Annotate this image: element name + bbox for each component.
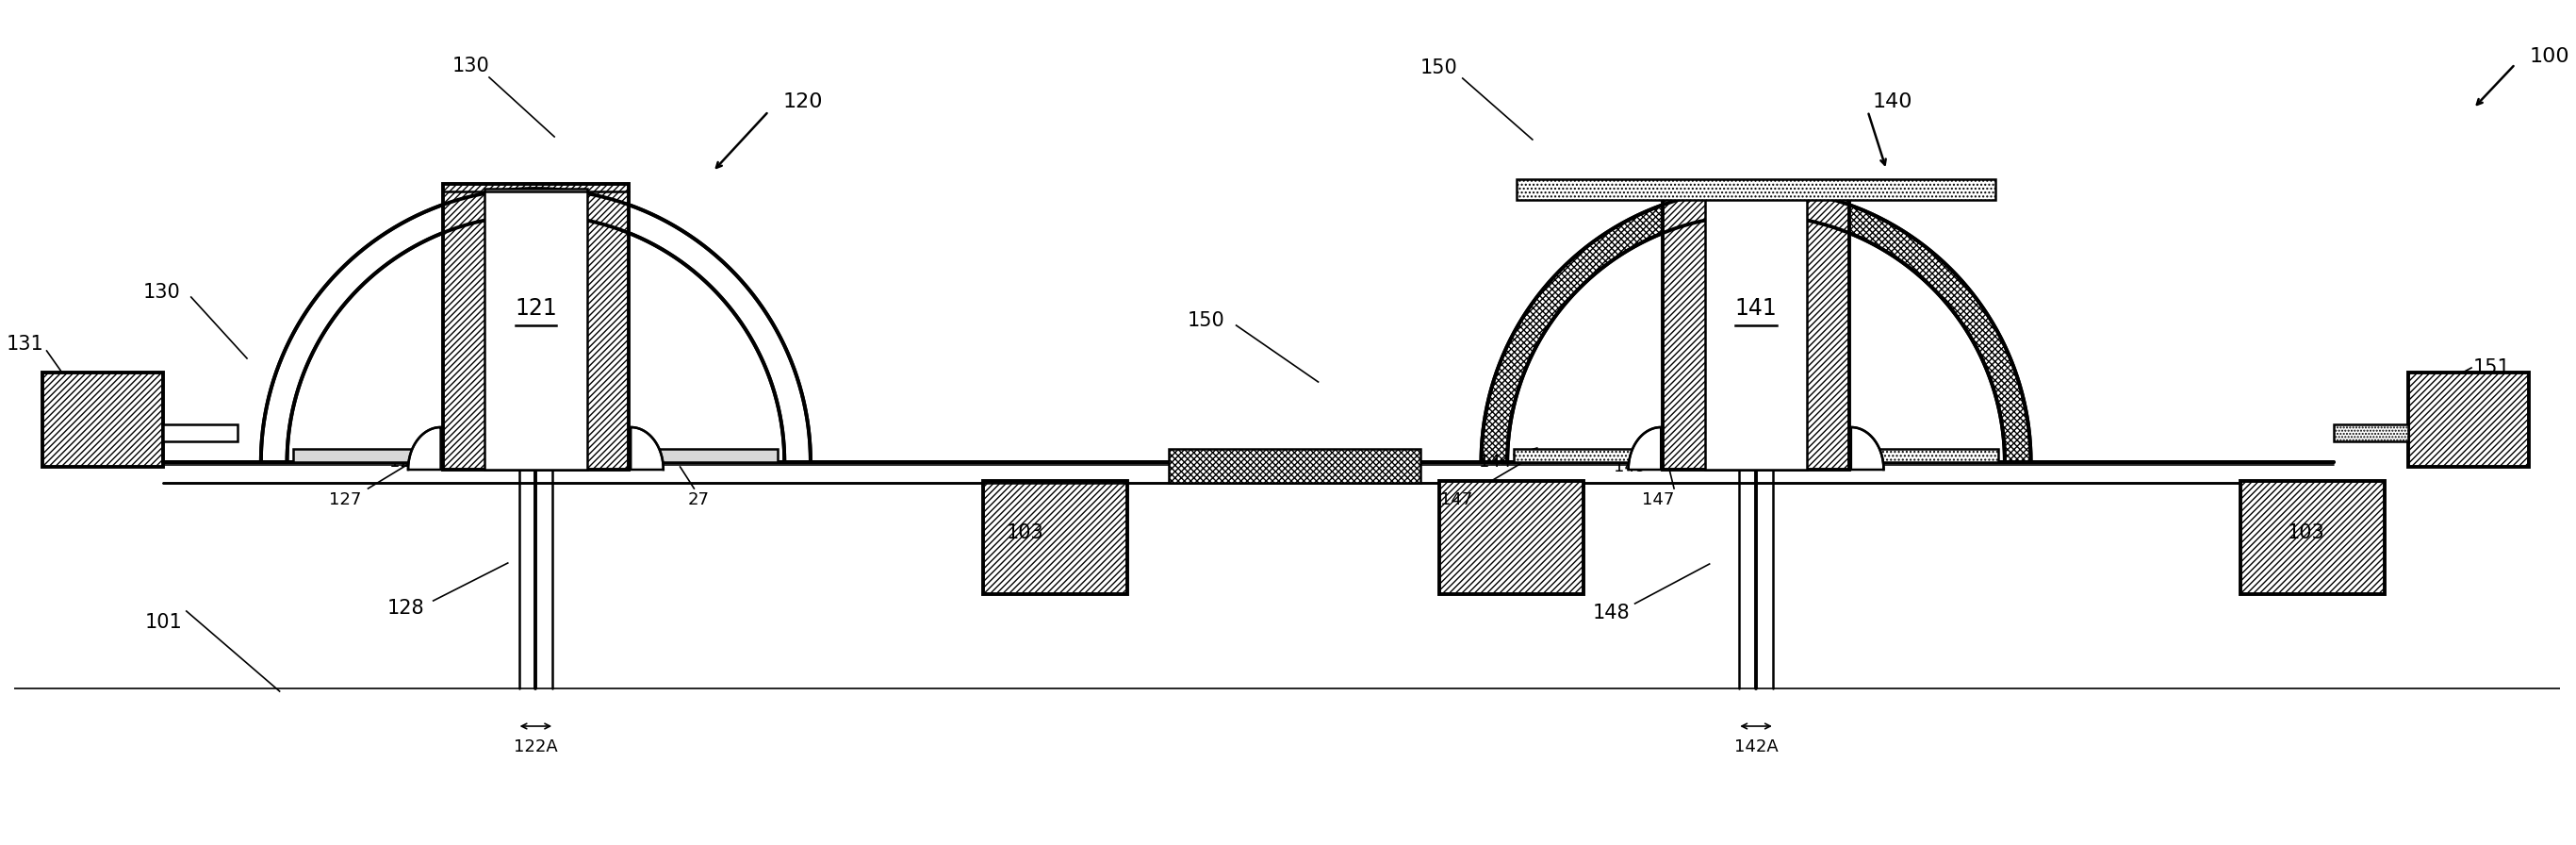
Text: 144: 144: [1680, 454, 1710, 471]
Text: 122A: 122A: [513, 739, 559, 755]
Text: 130: 130: [451, 57, 489, 75]
Text: 150: 150: [1419, 58, 1458, 78]
Bar: [2409, 373, 2530, 466]
Text: 131: 131: [5, 335, 44, 354]
Bar: [162, 424, 237, 441]
Text: 121: 121: [515, 297, 556, 319]
Text: 144: 144: [1479, 454, 1512, 471]
Polygon shape: [260, 188, 811, 462]
Bar: [1664, 184, 1850, 470]
Text: 129: 129: [515, 458, 546, 475]
Text: 142A: 142A: [1734, 739, 1777, 755]
Text: 140: 140: [1873, 92, 1911, 112]
Bar: [2334, 424, 2409, 441]
Text: 101: 101: [144, 613, 183, 632]
Bar: [1515, 449, 1659, 462]
Text: 148: 148: [1592, 603, 1631, 623]
Bar: [2241, 481, 2385, 594]
Bar: [41, 373, 162, 466]
Text: 103: 103: [1007, 523, 1043, 542]
Polygon shape: [1852, 428, 1883, 470]
Text: 124: 124: [613, 454, 644, 471]
Text: 127: 127: [330, 491, 361, 509]
Bar: [1170, 449, 1422, 482]
Text: 27: 27: [688, 491, 708, 509]
Bar: [634, 449, 778, 462]
Polygon shape: [407, 428, 440, 470]
Bar: [1517, 179, 1996, 200]
Bar: [984, 481, 1128, 594]
Polygon shape: [631, 428, 665, 470]
Text: 151: 151: [2473, 358, 2512, 377]
Text: 147: 147: [1440, 491, 1473, 509]
Bar: [443, 184, 629, 470]
Text: 149: 149: [1615, 458, 1646, 475]
Bar: [294, 449, 438, 462]
Text: 130: 130: [142, 283, 180, 302]
Polygon shape: [1481, 188, 2030, 462]
Bar: [1440, 481, 1584, 594]
Bar: [1855, 449, 1999, 462]
Text: 124: 124: [389, 454, 422, 471]
Text: 103: 103: [2287, 523, 2324, 542]
Text: 150: 150: [1188, 311, 1226, 330]
Text: 147: 147: [1641, 491, 1674, 509]
Text: 120: 120: [783, 92, 822, 112]
Text: 128: 128: [386, 599, 425, 618]
Polygon shape: [1628, 428, 1662, 470]
Text: 100: 100: [2530, 47, 2568, 66]
Bar: [1705, 188, 1808, 470]
Text: 141: 141: [1736, 297, 1777, 319]
Bar: [484, 188, 587, 470]
